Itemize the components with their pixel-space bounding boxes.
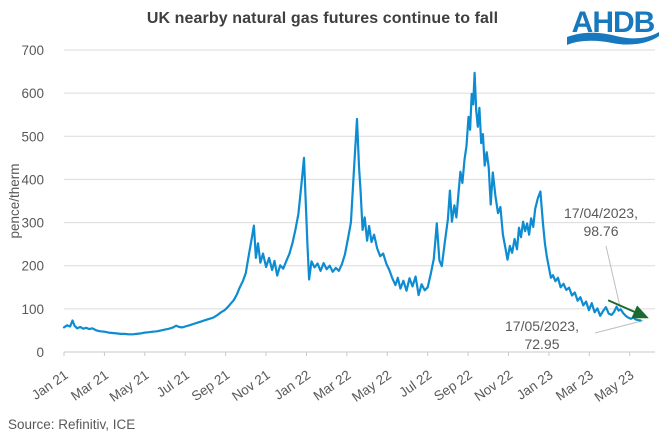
y-tick-label: 300	[21, 216, 44, 231]
annotation-date: 17/05/2023,	[505, 318, 579, 334]
x-tick-label: Jan 23	[514, 367, 556, 403]
source-note: Source: Refinitiv, ICE	[8, 417, 136, 432]
ahdb-logo: AHDB	[567, 6, 659, 45]
x-tick-label: May 21	[107, 367, 152, 405]
leader-line	[594, 320, 644, 334]
x-tick-label: Nov 22	[472, 367, 516, 404]
x-tick-label: Sep 21	[189, 367, 233, 404]
x-tick-label: Jul 21	[154, 367, 192, 400]
trend-arrow-icon	[607, 299, 649, 319]
annotation-value: 72.95	[524, 336, 560, 353]
x-tick-label: Nov 21	[229, 367, 273, 404]
y-tick-label: 400	[21, 172, 44, 187]
x-tick-label: Jan 21	[29, 367, 71, 403]
annotation-17-05-2023: 17/05/2023, 72.95	[490, 317, 594, 353]
annotation-value: 98.76	[583, 223, 619, 240]
x-tick-label: Mar 23	[553, 367, 596, 403]
y-tick-label: 100	[21, 302, 44, 317]
x-tick-label: Jan 22	[271, 367, 313, 403]
price-line	[62, 71, 642, 336]
y-tick-label: 200	[21, 259, 44, 274]
logo-wave-icon	[567, 32, 659, 45]
x-tick-label: May 23	[592, 367, 637, 405]
x-tick-label: May 22	[349, 367, 394, 405]
x-tick-label: Sep 22	[431, 367, 475, 404]
y-tick-label: 500	[21, 129, 44, 144]
leader-line	[605, 245, 622, 310]
x-tick-label: Mar 22	[311, 367, 354, 403]
annotation-date: 17/04/2023,	[564, 205, 638, 221]
y-tick-label: 600	[21, 86, 44, 101]
y-tick-label: 700	[21, 43, 44, 58]
chart-title: UK nearby natural gas futures continue t…	[146, 10, 499, 27]
y-tick-label: 0	[36, 345, 44, 360]
annotation-17-04-2023: 17/04/2023, 98.76	[551, 204, 651, 240]
x-tick-label: Jul 22	[396, 367, 434, 400]
y-axis-title: pence/therm	[7, 163, 22, 238]
x-tick-label: Mar 21	[68, 367, 111, 403]
